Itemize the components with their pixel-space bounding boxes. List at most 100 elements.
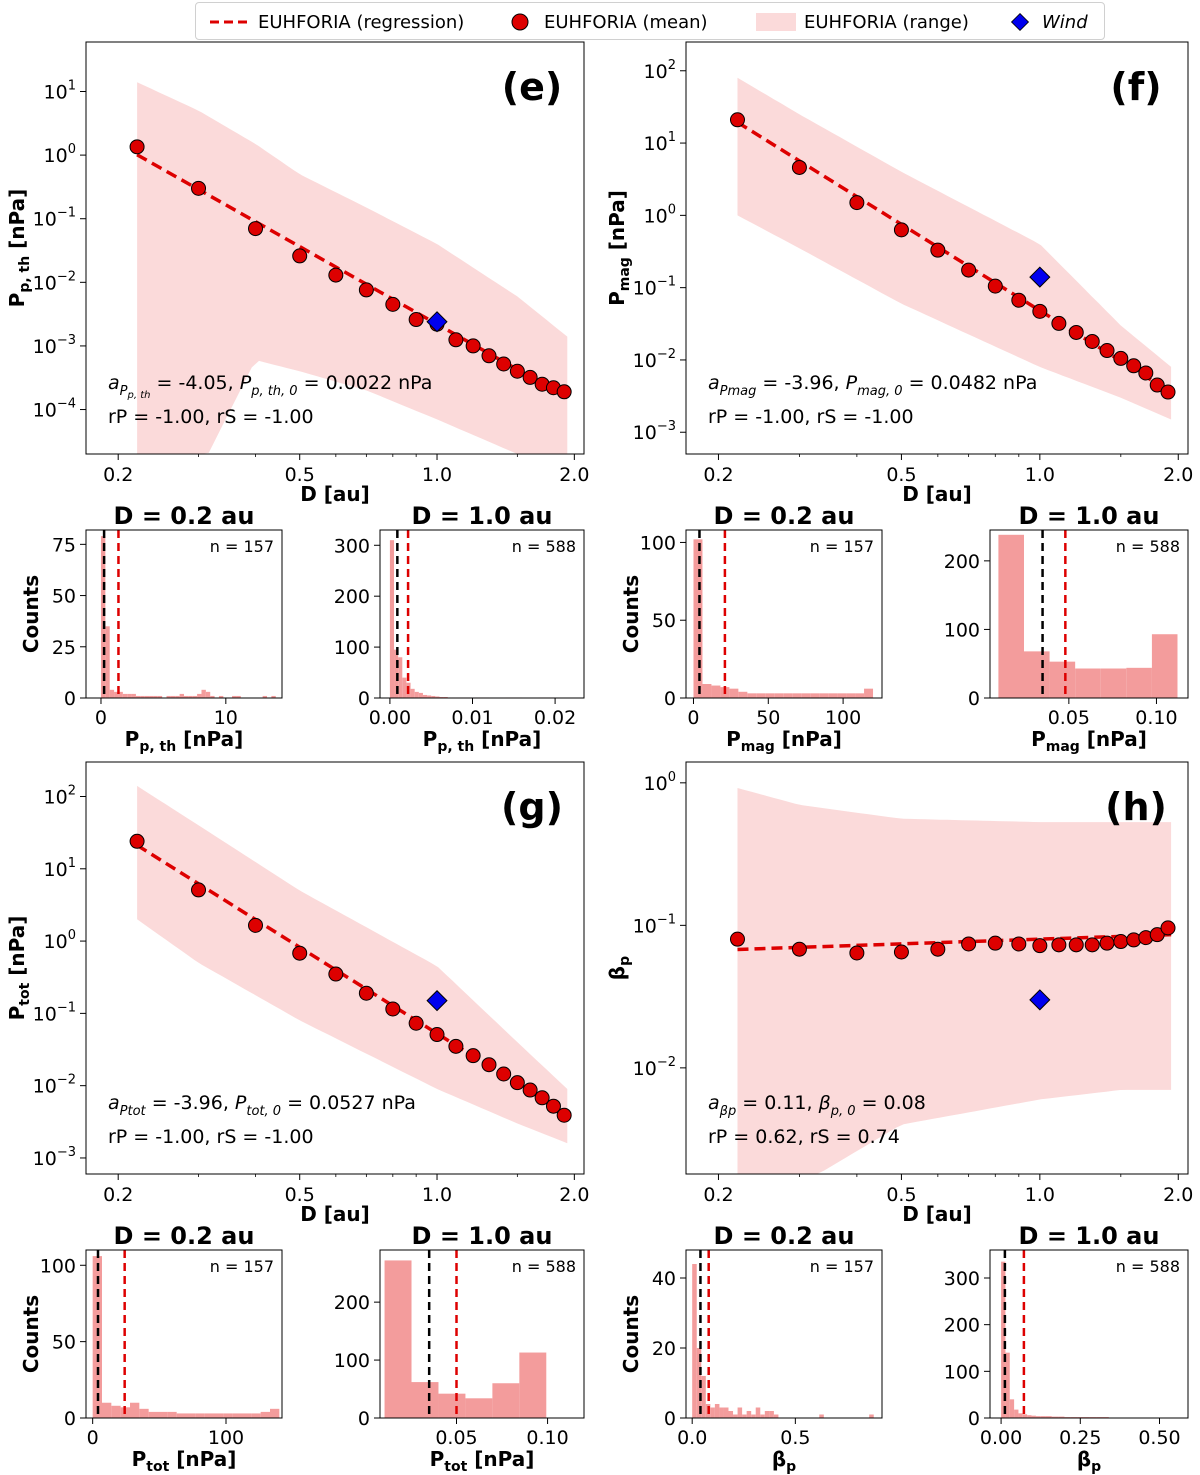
y-tick-label: 0 <box>968 1408 980 1430</box>
mean-point <box>1113 350 1129 366</box>
hist-bar <box>205 691 211 698</box>
hist-bar <box>232 1413 242 1418</box>
x-axis-label: Ptot [nPa] <box>132 1447 237 1475</box>
hist-bar <box>1031 1415 1036 1418</box>
range-band <box>737 77 1172 420</box>
x-tick-label: 0.5 <box>886 464 916 486</box>
y-tick-label: 100 <box>644 202 676 227</box>
hist-bar <box>719 1407 724 1418</box>
y-tick-label: 200 <box>944 1315 980 1337</box>
stats-line-1: aPmag = -3.96, Pmag, 0 = 0.0482 nPa <box>708 372 1037 399</box>
hist-bar <box>422 694 428 698</box>
mean-point <box>791 941 807 957</box>
panel-label: (e) <box>502 65 563 109</box>
mean-point <box>191 180 207 196</box>
y-tick-label: 300 <box>944 1268 980 1290</box>
y-tick-label: 200 <box>334 1292 370 1314</box>
mean-point <box>496 1066 512 1082</box>
panel-label: (f) <box>1110 65 1161 109</box>
hist-e1: 0 10 0 25 50 75 D = 0.2 au n = 157 Pp, th [nPa] C… <box>19 502 283 755</box>
hist-bar <box>1045 1416 1052 1418</box>
stats-line-1: aPtot = -3.96, Ptot, 0 = 0.0527 nPa <box>108 1092 416 1119</box>
x-tick-label: 1.0 <box>422 1184 452 1206</box>
hist-bar <box>846 693 856 698</box>
hist-bar <box>755 1407 761 1418</box>
y-tick-label: 10−4 <box>33 397 76 422</box>
y-tick-label: 10−2 <box>633 347 676 372</box>
mean-point <box>448 332 464 348</box>
regression-line <box>737 932 1172 952</box>
hist-bar <box>114 691 119 698</box>
hist-bar <box>769 1411 774 1418</box>
mean-point <box>849 945 865 961</box>
hist-bar <box>105 626 110 698</box>
mean-point <box>481 348 497 364</box>
hist-bar <box>201 689 206 698</box>
mean-point <box>987 278 1003 294</box>
hist-bar <box>742 1414 747 1418</box>
hist-bar <box>410 688 415 698</box>
mean-point <box>1011 292 1027 308</box>
hist-bar <box>109 689 115 698</box>
hist-bar <box>148 1411 158 1418</box>
hist-bar <box>100 536 106 698</box>
hist-bar <box>102 1402 112 1418</box>
hist-bar <box>810 693 820 698</box>
mean-point <box>961 936 977 952</box>
stats-line-1: aPp, th = -4.05, Pp, th, 0 = 0.0022 nPa <box>108 372 432 401</box>
mean-point <box>509 363 525 379</box>
mean-point <box>496 356 512 372</box>
y-tick-label: 25 <box>52 637 76 659</box>
y-tick-label: 200 <box>944 551 980 573</box>
mean-point <box>358 282 374 298</box>
mean-point <box>791 159 807 175</box>
y-tick-label: 20 <box>652 1338 676 1360</box>
axes-frame <box>685 41 1189 455</box>
hist-bar <box>418 692 423 698</box>
axes-frame <box>85 529 283 699</box>
y-tick-label: 50 <box>652 610 676 632</box>
hist-bar <box>764 1411 770 1418</box>
mean-point <box>129 139 145 155</box>
x-tick-label: 2.0 <box>559 464 589 486</box>
wind-point <box>1029 266 1051 288</box>
hist-bar <box>855 693 865 698</box>
hist-bar <box>427 695 432 698</box>
x-axis-label: βp <box>772 1447 796 1475</box>
y-tick-label: 100 <box>40 1255 76 1277</box>
hist-bar <box>864 688 874 698</box>
mean-point <box>729 112 745 128</box>
x-tick-label: 0 <box>87 1427 99 1449</box>
panel-label: (h) <box>1105 785 1167 829</box>
hist-bar <box>111 1405 121 1418</box>
x-tick-label: 10 <box>214 707 238 729</box>
mean-point <box>522 1082 538 1098</box>
mean-point <box>556 384 572 400</box>
hist-bar <box>751 1414 756 1418</box>
hist-bar <box>167 1411 177 1418</box>
hist-bar <box>232 695 237 698</box>
hist-count: n = 157 <box>210 537 274 556</box>
mean-point <box>1160 384 1176 400</box>
axes-frame <box>989 1249 1189 1419</box>
hist-title: D = 0.2 au <box>714 1222 855 1250</box>
mean-point <box>1099 935 1115 951</box>
hist-bar <box>723 1407 729 1418</box>
hist-bar <box>801 693 811 698</box>
legend-mean-label: EUHFORIA (mean) <box>544 12 708 33</box>
plot-area-e <box>129 82 572 454</box>
hist-bar <box>214 1413 224 1418</box>
hist-count: n = 588 <box>1116 537 1180 556</box>
hist-bar <box>837 693 847 698</box>
hist-bar <box>122 693 128 698</box>
hist-count: n = 588 <box>512 1257 576 1276</box>
y-tick-label: 100 <box>334 1350 370 1372</box>
hist-bar <box>251 1413 261 1418</box>
hist-bar <box>519 1352 547 1418</box>
panel-g: 0.2 0.5 1.0 2.0 10−3 10−2 10−1 100 101 102 D [au] P… <box>5 761 589 1226</box>
mean-point <box>408 312 424 328</box>
x-tick-label: 0.2 <box>103 464 133 486</box>
stats-line-2: rP = 0.62, rS = 0.74 <box>708 1126 900 1148</box>
hist-bar <box>773 1414 779 1418</box>
hist-bar <box>1126 667 1152 698</box>
